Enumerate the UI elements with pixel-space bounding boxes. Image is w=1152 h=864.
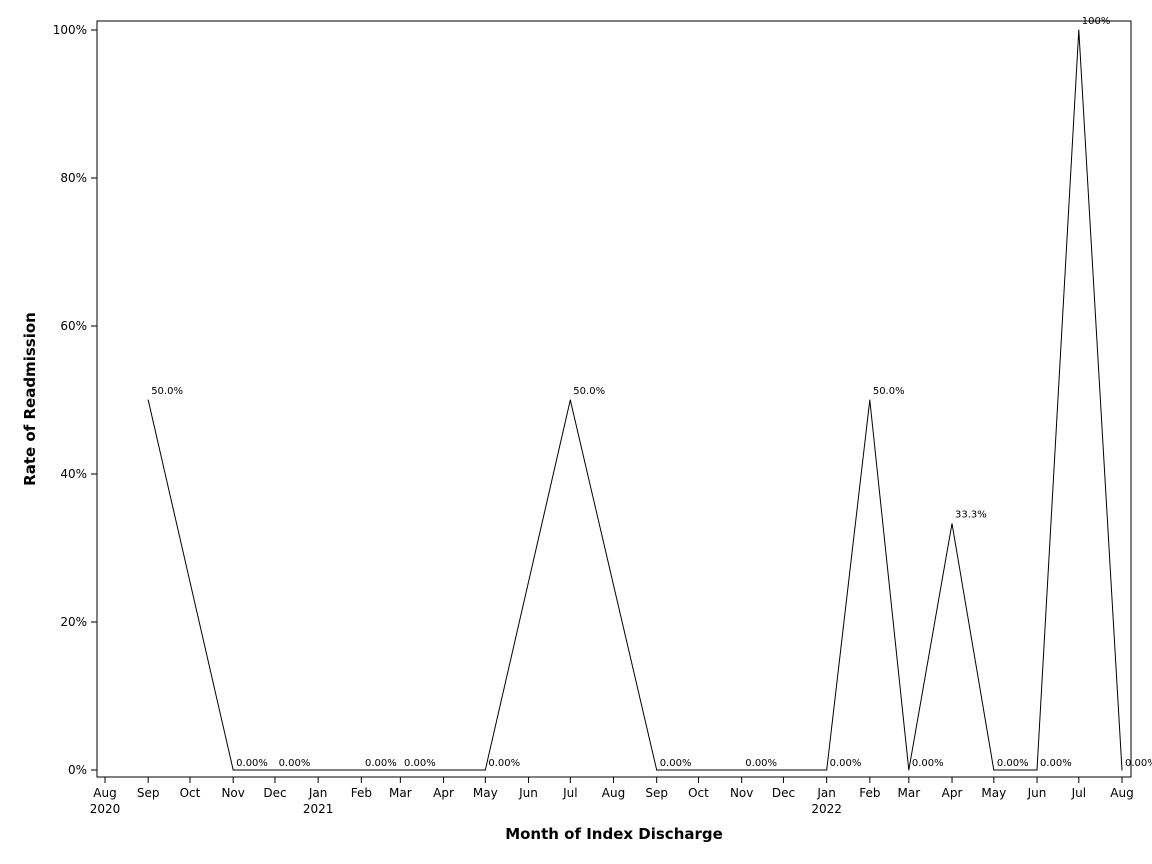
data-label: 0.00% <box>236 758 268 769</box>
x-tick-label: Jul <box>1071 786 1086 800</box>
y-tick-label: 20% <box>60 615 87 629</box>
x-year-label: 2021 <box>303 802 334 816</box>
data-label: 50.0% <box>873 386 905 397</box>
data-point <box>1121 769 1123 771</box>
x-axis: Aug Sep Oct Nov Dec Jan Feb Mar Apr May Jun Jul Aug S… <box>90 777 1134 816</box>
data-point <box>826 769 828 771</box>
y-tick-label: 100% <box>53 23 87 37</box>
series-line <box>147 29 1123 771</box>
data-label: 33.3% <box>955 510 987 521</box>
x-tick-label: Jul <box>562 786 577 800</box>
data-point <box>1036 769 1038 771</box>
data-point <box>147 399 149 401</box>
data-point <box>993 769 995 771</box>
series-layer <box>147 29 1123 771</box>
x-tick-label: Aug <box>602 786 625 800</box>
data-label: 100% <box>1082 16 1111 27</box>
data-point <box>951 523 953 525</box>
data-label: 0.00% <box>404 758 436 769</box>
data-label: 0.00% <box>912 758 944 769</box>
x-tick-label: Jun <box>518 786 538 800</box>
x-tick-label: Sep <box>645 786 668 800</box>
x-tick-label: Apr <box>942 786 963 800</box>
y-tick-label: 60% <box>60 319 87 333</box>
x-tick-label: Jun <box>1027 786 1047 800</box>
x-tick-label: Aug <box>93 786 116 800</box>
y-tick-label: 40% <box>60 467 87 481</box>
x-tick-label: Mar <box>898 786 921 800</box>
x-tick-label: Nov <box>221 786 244 800</box>
data-label: 50.0% <box>151 386 183 397</box>
x-year-label: 2020 <box>90 802 121 816</box>
x-tick-label: Sep <box>137 786 160 800</box>
x-year-label: 2022 <box>811 802 842 816</box>
x-tick-label: May <box>473 786 498 800</box>
y-tick-label: 80% <box>60 171 87 185</box>
x-tick-label: Dec <box>263 786 286 800</box>
y-tick-label: 0% <box>68 763 87 777</box>
x-tick-label: May <box>981 786 1006 800</box>
x-tick-label: Jan <box>816 786 836 800</box>
x-tick-label: Aug <box>1110 786 1133 800</box>
x-tick-label: Nov <box>730 786 753 800</box>
data-label: 0.00% <box>660 758 692 769</box>
x-tick-label: Dec <box>772 786 795 800</box>
data-point <box>569 399 571 401</box>
x-axis-title: Month of Index Discharge <box>505 825 723 843</box>
x-tick-label: Feb <box>351 786 372 800</box>
x-tick-label: Oct <box>688 786 709 800</box>
data-point <box>656 769 658 771</box>
data-labels: 50.0% 0.00% 0.00% 50.0% 0.00% 0.00% 50.0% 0.00%… <box>151 16 1152 769</box>
x-tick-label: Feb <box>859 786 880 800</box>
x-tick-label: Apr <box>433 786 454 800</box>
data-label: 0.00% <box>279 758 311 769</box>
x-tick-label: Oct <box>180 786 201 800</box>
y-axis-title: Rate of Readmission <box>21 312 39 486</box>
x-tick-label: Jan <box>308 786 328 800</box>
data-label: 0.00% <box>830 758 862 769</box>
data-label: 0.00% <box>1040 758 1072 769</box>
data-label: 0.00% <box>997 758 1029 769</box>
data-point <box>869 399 871 401</box>
y-axis: 0% 20% 40% 60% 80% 100% <box>53 23 97 777</box>
data-label: 0.00% <box>745 758 777 769</box>
x-tick-label: Mar <box>389 786 412 800</box>
data-label: 50.0% <box>573 386 605 397</box>
data-label: 0.00% <box>1125 758 1152 769</box>
data-point <box>1078 29 1080 31</box>
data-point <box>908 769 910 771</box>
data-point <box>484 769 486 771</box>
data-label: 0.00% <box>488 758 520 769</box>
data-label: 0.00% <box>365 758 397 769</box>
data-point <box>232 769 234 771</box>
